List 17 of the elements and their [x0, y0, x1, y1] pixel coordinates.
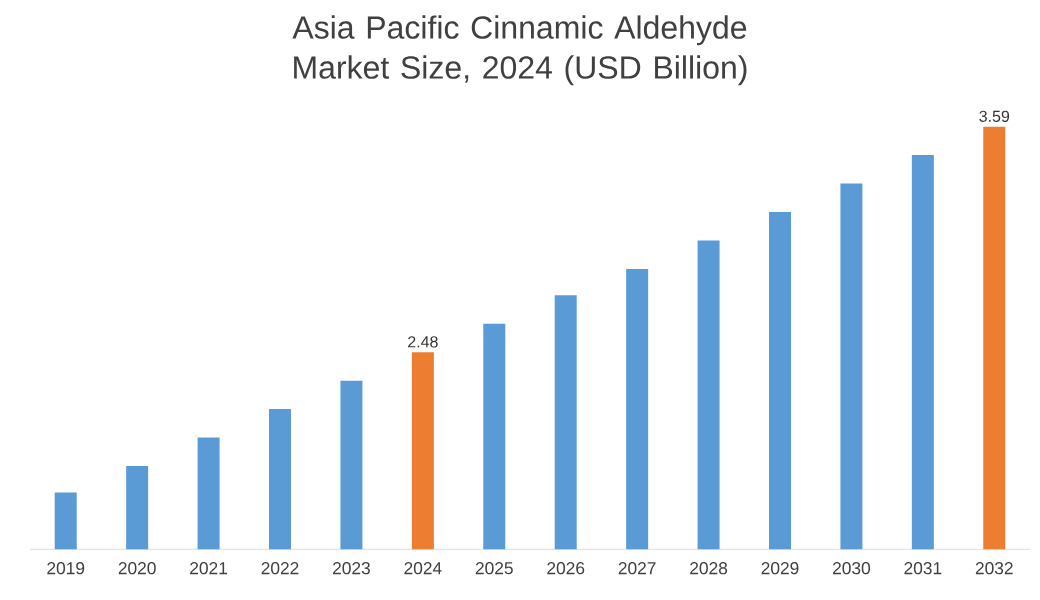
x-tick-label: 2022 [261, 562, 299, 575]
x-tick-label: 2024 [404, 562, 442, 575]
data-label: 2.48 [408, 336, 438, 348]
x-tick-label: 2019 [47, 562, 85, 575]
chart-title: Asia Pacific Cinnamic Aldehyde Market Size, 2024 (USD Billion) [292, 15, 747, 86]
x-tick-label: 2023 [333, 562, 370, 575]
x-tick-label: 2027 [618, 562, 656, 575]
x-tick-label: 2031 [904, 562, 942, 575]
x-tick-label: 2021 [190, 562, 228, 575]
x-tick-label: 2028 [690, 562, 728, 575]
x-tick-label: 2032 [975, 562, 1013, 575]
x-tick-label: 2029 [761, 562, 799, 575]
x-tick-label: 2020 [118, 562, 156, 575]
x-tick-label: 2030 [833, 562, 871, 575]
x-tick-label: 2025 [475, 562, 513, 575]
data-label: 3.59 [979, 110, 1010, 122]
x-tick-label: 2026 [547, 562, 585, 575]
